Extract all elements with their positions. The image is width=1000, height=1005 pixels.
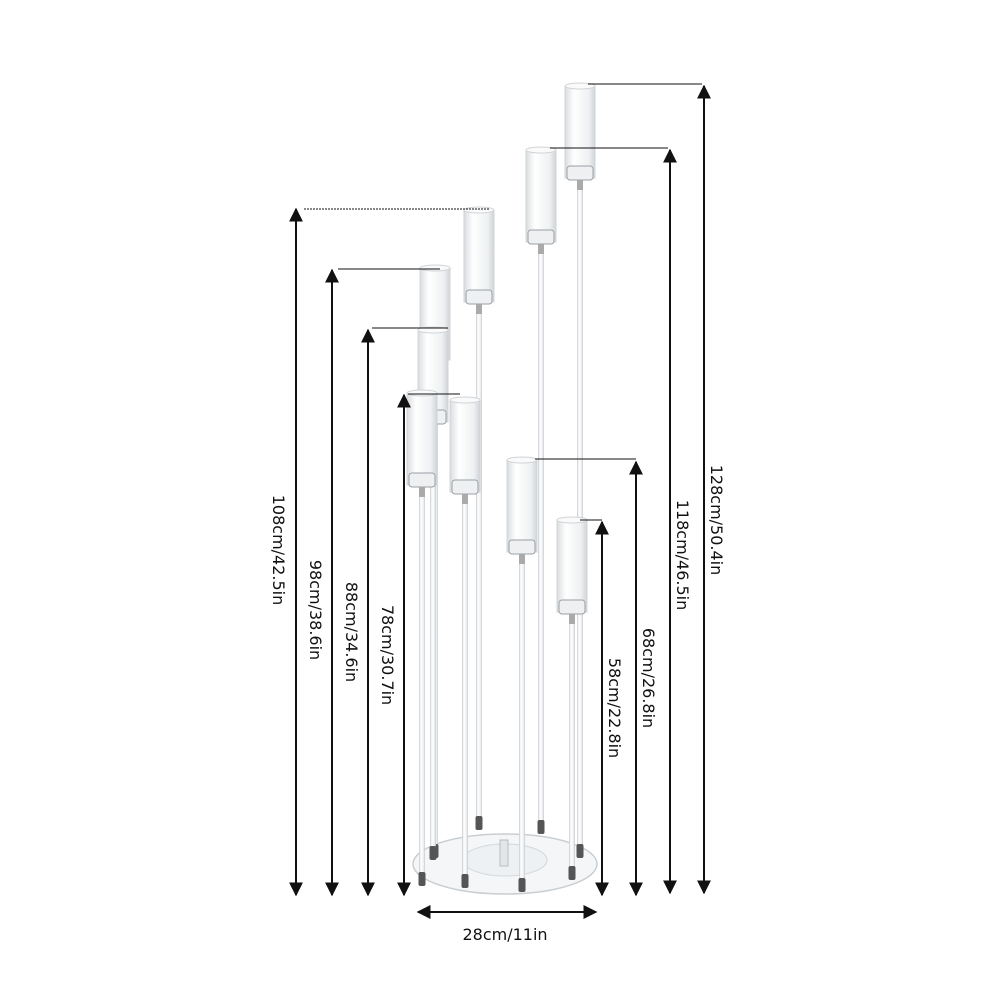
glass-chimney [556,519,588,613]
dimension-lines [289,83,711,919]
candle-cup [527,229,555,245]
chimney-rim [463,206,495,214]
chimney-rim [525,146,557,154]
height-label-88cm: 88cm/34.6in [342,582,361,682]
cup-connector [462,494,468,504]
acrylic-rod [419,494,425,885]
cup-connector [577,180,583,190]
glass-chimney [463,209,495,303]
acrylic-rod [569,621,575,879]
candle-cup [566,165,594,181]
glass-chimney [506,459,538,553]
cup-connector [476,304,482,314]
height-label-68cm: 68cm/26.8in [639,628,658,728]
chimney-rim [419,264,451,272]
height-label-98cm: 98cm/38.6in [306,560,325,660]
acrylic-rod [519,561,525,891]
glass-chimney [406,392,438,486]
glass-chimney [564,85,596,179]
cup-connector [538,244,544,254]
acrylic-rod [538,251,544,833]
candle-cup [408,472,436,488]
rod-foot-cap [568,866,576,880]
glass-chimney [525,149,557,243]
dimension-labels: 108cm/42.5in 98cm/38.6in 88cm/34.6in 78c… [269,465,726,944]
height-label-118cm: 118cm/46.5in [673,500,692,611]
height-label-108cm: 108cm/42.5in [269,495,288,606]
candle-cup [451,479,479,495]
acrylic-rod [476,311,482,829]
chimney-rim [506,456,538,464]
base-center-post [499,839,509,867]
height-label-58cm: 58cm/22.8in [605,658,624,758]
rod-foot-cap [461,874,469,888]
rod-foot-cap [429,846,437,860]
height-label-128cm: 128cm/50.4in [707,465,726,576]
chimney-rim [564,82,596,90]
acrylic-rod [430,431,436,859]
candle-cup [465,289,493,305]
rod-foot-cap [518,878,526,892]
cup-connector [569,614,575,624]
candle-cup [508,539,536,555]
candle-holder-arm [525,146,557,834]
cup-connector [419,487,425,497]
candle-holder-arm [556,516,588,880]
height-label-78cm: 78cm/30.7in [378,605,397,705]
acrylic-rod [462,501,468,887]
rod-foot-cap [576,844,584,858]
candle-holder-arm [463,206,495,830]
rod-foot-cap [537,820,545,834]
cup-connector [519,554,525,564]
glass-chimney [449,399,481,493]
chimney-rim [406,389,438,397]
candle-holder-arm [506,456,538,892]
base-width-label: 28cm/11in [462,925,547,944]
rod-foot-cap [475,816,483,830]
rod-foot-cap [418,872,426,886]
candle-holder-arm [449,396,481,888]
candle-cup [558,599,586,615]
candelabra-product [406,82,598,895]
chimney-rim [449,396,481,404]
